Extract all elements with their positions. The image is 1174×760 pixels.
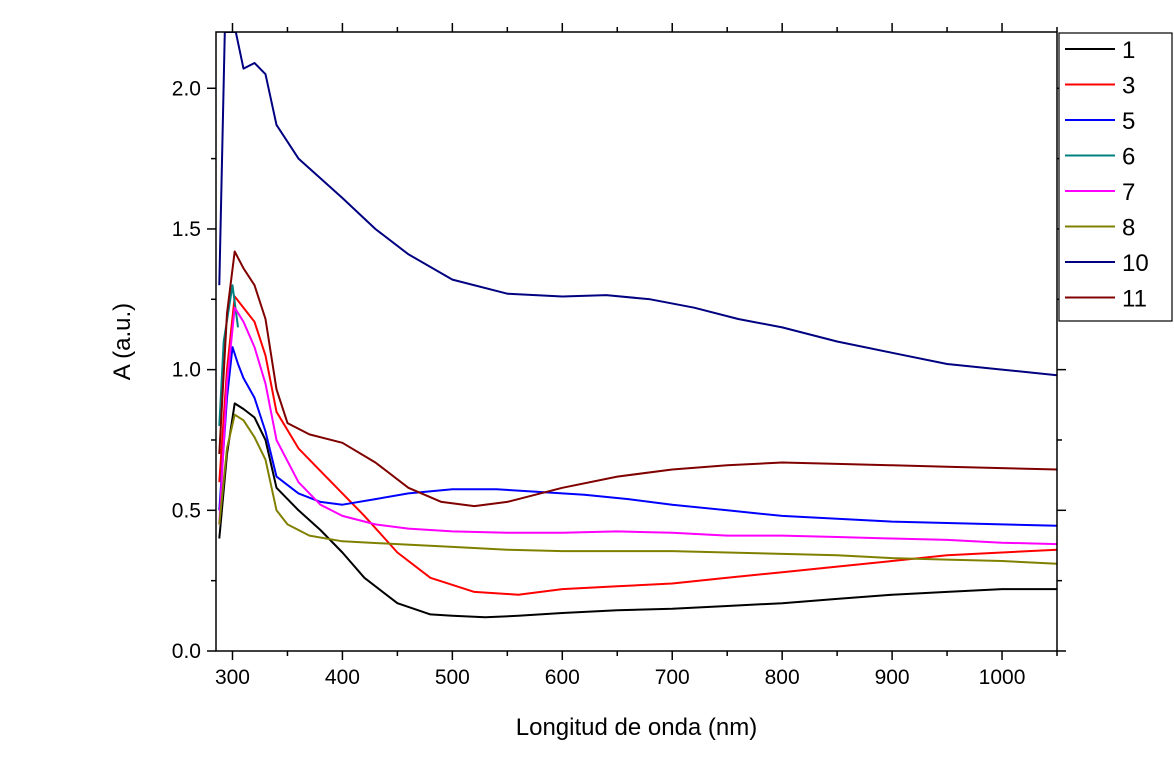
axes-layer: 300 400 500 600 700 800 900 1000 0.0 0.5 1.0 1.5 2.0: [172, 23, 1066, 689]
series-line-1: [218, 402, 1057, 619]
y-tick-label: 0.0: [172, 640, 201, 663]
series-line-11: [218, 250, 1057, 508]
legend-label-3: 3: [1122, 73, 1135, 100]
y-tick-label: 0.5: [172, 499, 201, 522]
x-tick-label: 300: [215, 666, 250, 689]
series-line-5: [218, 346, 1057, 527]
x-tick-label: 900: [875, 666, 910, 689]
y-tick-label: 1.0: [172, 359, 201, 382]
x-tick-label: 600: [545, 666, 580, 689]
x-tick-label: 1000: [979, 666, 1026, 689]
x-tick-label: 700: [655, 666, 690, 689]
legend-label-6: 6: [1122, 144, 1135, 171]
x-tick-label: 800: [765, 666, 800, 689]
x-axis-title: Longitud de onda (nm): [516, 714, 758, 741]
series-line-10: [218, 32, 1057, 377]
series-line-8: [218, 413, 1057, 565]
legend-label-10: 10: [1122, 250, 1149, 277]
series-line-6: [218, 284, 239, 426]
y-axis-title: A (a.u.): [109, 303, 136, 380]
legend-box: [1058, 32, 1173, 322]
series-line-7: [218, 306, 1057, 546]
y-tick-label: 1.5: [172, 218, 201, 241]
y-tick-label: 2.0: [172, 77, 201, 100]
x-tick-label: 400: [325, 666, 360, 689]
legend: 1 3 5 6 7 8 10 11: [1058, 32, 1173, 322]
x-tick-label: 500: [435, 666, 470, 689]
legend-label-11: 11: [1122, 286, 1147, 313]
legend-label-1: 1: [1122, 37, 1135, 64]
legend-label-5: 5: [1122, 108, 1135, 135]
series-line-3: [218, 295, 1057, 596]
legend-label-8: 8: [1122, 215, 1135, 242]
legend-label-7: 7: [1122, 179, 1135, 206]
series-layer: [218, 32, 1057, 619]
plot-frame: [215, 31, 1058, 652]
